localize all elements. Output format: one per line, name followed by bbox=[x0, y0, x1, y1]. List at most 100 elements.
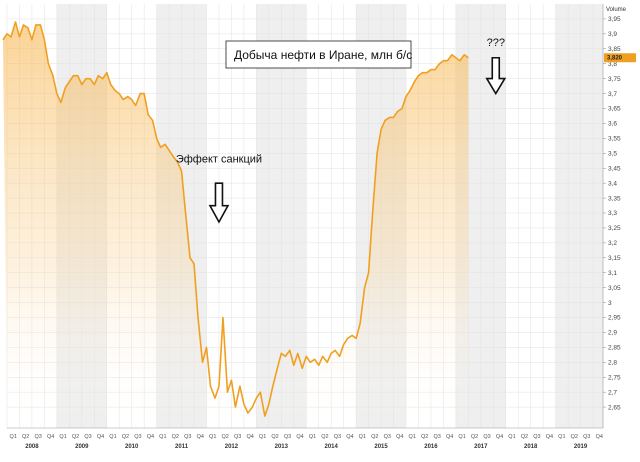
x-tick-quarter-label: Q3 bbox=[234, 434, 241, 440]
chart-title: Добыча нефти в Иране, млн б/с bbox=[234, 48, 412, 62]
x-tick-quarter-label: Q4 bbox=[346, 434, 353, 440]
x-tick-quarter-label: Q1 bbox=[458, 434, 465, 440]
y-tick-label: 3,95 bbox=[608, 16, 621, 23]
y-tick-label: 2,65 bbox=[608, 404, 621, 411]
x-tick-quarter-label: Q1 bbox=[59, 434, 66, 440]
y-tick-label: 2,7 bbox=[608, 389, 617, 396]
x-tick-year-label: 2015 bbox=[374, 444, 388, 450]
y-axis-ticks: 2,65 2,7 2,75 2,8 2,85 2,9 2,95 3 3,05 3,1 3,15 3,2… bbox=[603, 16, 621, 411]
x-tick-quarter-label: Q1 bbox=[508, 434, 515, 440]
x-tick-quarter-label: Q2 bbox=[22, 434, 29, 440]
y-tick-label: 2,85 bbox=[608, 345, 621, 352]
x-tick-quarter-label: Q2 bbox=[421, 434, 428, 440]
y-tick-label: 3,15 bbox=[608, 255, 621, 262]
down-arrow-icon bbox=[485, 56, 507, 96]
x-tick-quarter-label: Q2 bbox=[471, 434, 478, 440]
y-tick-label: 3,75 bbox=[608, 76, 621, 83]
x-tick-quarter-label: Q1 bbox=[309, 434, 316, 440]
y-tick-label: 3 bbox=[608, 300, 612, 307]
x-tick-quarter-label: Q3 bbox=[184, 434, 191, 440]
x-tick-quarter-label: Q2 bbox=[222, 434, 229, 440]
x-tick-quarter-label: Q1 bbox=[159, 434, 166, 440]
x-tick-quarter-label: Q4 bbox=[197, 434, 204, 440]
x-tick-year-label: 2012 bbox=[225, 444, 239, 450]
x-tick-quarter-label: Q4 bbox=[97, 434, 104, 440]
y-tick-label: 3,8 bbox=[608, 61, 617, 68]
x-tick-quarter-label: Q1 bbox=[409, 434, 416, 440]
x-tick-quarter-label: Q2 bbox=[371, 434, 378, 440]
x-tick-quarter-label: Q2 bbox=[321, 434, 328, 440]
x-tick-quarter-label: Q3 bbox=[134, 434, 141, 440]
y-tick-label: 3,55 bbox=[608, 136, 621, 143]
x-tick-quarter-label: Q4 bbox=[596, 434, 603, 440]
y-tick-label: 2,9 bbox=[608, 330, 617, 337]
x-tick-year-label: 2008 bbox=[25, 444, 39, 450]
x-tick-year-label: 2009 bbox=[75, 444, 89, 450]
y-tick-label: 3,05 bbox=[608, 285, 621, 292]
x-tick-year-label: 2010 bbox=[125, 444, 139, 450]
x-tick-quarter-label: Q4 bbox=[396, 434, 403, 440]
x-tick-year-label: 2011 bbox=[175, 444, 189, 450]
annotation-label: ??? bbox=[487, 37, 505, 49]
x-tick-quarter-label: Q3 bbox=[34, 434, 41, 440]
y-tick-label: 3,5 bbox=[608, 150, 617, 157]
x-tick-quarter-label: Q3 bbox=[334, 434, 341, 440]
y-tick-label: 3,3 bbox=[608, 210, 617, 217]
series-area bbox=[3, 21, 469, 428]
y-tick-label: 2,75 bbox=[608, 374, 621, 381]
down-arrow-icon bbox=[208, 182, 230, 224]
x-tick-quarter-label: Q1 bbox=[359, 434, 366, 440]
last-value-tag-box bbox=[604, 53, 636, 63]
x-tick-quarter-label: Q4 bbox=[246, 434, 253, 440]
x-tick-quarter-label: Q3 bbox=[384, 434, 391, 440]
y-tick-label: 2,95 bbox=[608, 315, 621, 322]
x-tick-quarter-label: Q2 bbox=[571, 434, 578, 440]
x-tick-quarter-label: Q3 bbox=[433, 434, 440, 440]
year-band bbox=[555, 4, 603, 428]
x-tick-quarter-label: Q1 bbox=[558, 434, 565, 440]
annotation-label: Эффект санкций bbox=[176, 153, 262, 165]
last-value-label: 3,820 bbox=[607, 56, 623, 62]
y-tick-label: 3,6 bbox=[608, 121, 617, 128]
last-value-tag: 3,820 bbox=[604, 53, 636, 63]
x-tick-quarter-label: Q2 bbox=[172, 434, 179, 440]
x-tick-quarter-label: Q4 bbox=[496, 434, 503, 440]
y-tick-label: 2,8 bbox=[608, 360, 617, 367]
y-tick-label: 3,4 bbox=[608, 180, 617, 187]
x-tick-year-label: 2016 bbox=[424, 444, 438, 450]
x-tick-quarter-label: Q4 bbox=[147, 434, 154, 440]
x-tick-quarter-label: Q4 bbox=[546, 434, 553, 440]
x-tick-year-label: 2013 bbox=[275, 444, 289, 450]
x-tick-year-label: 2019 bbox=[574, 444, 588, 450]
x-tick-year-label: 2018 bbox=[524, 444, 538, 450]
x-tick-quarter-label: Q3 bbox=[84, 434, 91, 440]
x-tick-quarter-label: Q3 bbox=[284, 434, 291, 440]
x-axis-ticks: Q1 Q2 Q3 Q4 2008 Q1 Q2 Q3 Q4 2009 Q1 Q2 Q3 Q4 2010 Q1 Q2… bbox=[10, 434, 603, 450]
chart-title-box: Добыча нефти в Иране, млн б/с bbox=[225, 40, 412, 69]
x-tick-quarter-label: Q4 bbox=[47, 434, 54, 440]
x-tick-year-label: 2014 bbox=[325, 444, 339, 450]
x-tick-quarter-label: Q3 bbox=[533, 434, 540, 440]
y-tick-label: 3,65 bbox=[608, 106, 621, 113]
x-tick-quarter-label: Q2 bbox=[271, 434, 278, 440]
y-tick-label: 3,35 bbox=[608, 195, 621, 202]
annotations: Эффект санкций??? bbox=[176, 37, 507, 224]
x-tick-year-label: 2017 bbox=[474, 444, 488, 450]
x-tick-quarter-label: Q2 bbox=[122, 434, 129, 440]
series-line bbox=[2, 21, 469, 417]
x-tick-quarter-label: Q3 bbox=[483, 434, 490, 440]
y-tick-label: 3,85 bbox=[608, 46, 621, 53]
y-tick-label: 3,25 bbox=[608, 225, 621, 232]
x-tick-quarter-label: Q1 bbox=[259, 434, 266, 440]
y-tick-label: 3,9 bbox=[608, 31, 617, 38]
x-tick-quarter-label: Q2 bbox=[521, 434, 528, 440]
x-tick-quarter-label: Q4 bbox=[296, 434, 303, 440]
chart-title-frame bbox=[225, 40, 412, 69]
y-tick-label: 3,2 bbox=[608, 240, 617, 247]
x-tick-quarter-label: Q4 bbox=[446, 434, 453, 440]
y-axis-title: Volume bbox=[606, 7, 627, 13]
x-tick-quarter-label: Q1 bbox=[10, 434, 17, 440]
x-tick-quarter-label: Q1 bbox=[109, 434, 116, 440]
